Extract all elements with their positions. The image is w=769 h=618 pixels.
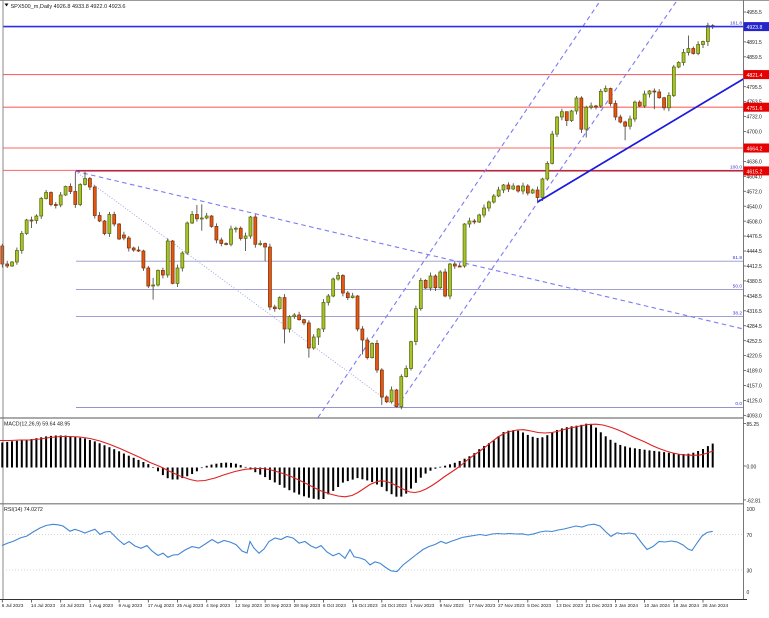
svg-text:20 Sep 2023: 20 Sep 2023 <box>265 603 292 608</box>
svg-text:13 Dec 2023: 13 Dec 2023 <box>556 603 583 608</box>
svg-text:4412.5: 4412.5 <box>747 264 763 270</box>
svg-text:24 Jul 2023: 24 Jul 2023 <box>60 603 85 608</box>
svg-text:4732.0: 4732.0 <box>747 115 763 121</box>
svg-text:24 Oct 2023: 24 Oct 2023 <box>381 603 407 608</box>
svg-text:4923.8: 4923.8 <box>747 25 763 31</box>
svg-text:4380.5: 4380.5 <box>747 279 763 285</box>
svg-text:4700.0: 4700.0 <box>747 130 763 136</box>
svg-text:27 Nov 2023: 27 Nov 2023 <box>498 603 525 608</box>
svg-text:2 Jan 2024: 2 Jan 2024 <box>615 603 639 608</box>
svg-text:4093.0: 4093.0 <box>747 414 763 420</box>
svg-text:30: 30 <box>747 569 753 575</box>
svg-text:70: 70 <box>747 533 753 539</box>
svg-text:18 Jan 2024: 18 Jan 2024 <box>673 603 699 608</box>
svg-text:25 Aug 2023: 25 Aug 2023 <box>177 603 204 608</box>
svg-text:RSI(14) 74.0272: RSI(14) 74.0272 <box>4 507 43 513</box>
svg-text:26 Jan 2024: 26 Jan 2024 <box>702 603 728 608</box>
svg-text:MACD(12,26,9) 59.64 48.95: MACD(12,26,9) 59.64 48.95 <box>4 421 70 427</box>
svg-text:161.8: 161.8 <box>730 20 742 26</box>
svg-text:9 Nov 2023: 9 Nov 2023 <box>440 603 464 608</box>
svg-text:4955.5: 4955.5 <box>747 10 763 16</box>
svg-text:50.0: 50.0 <box>733 283 743 289</box>
svg-text:4252.5: 4252.5 <box>747 339 763 345</box>
svg-text:12 Sep 2023: 12 Sep 2023 <box>235 603 262 608</box>
svg-text:6 Jul 2023: 6 Jul 2023 <box>2 603 24 608</box>
svg-text:4348.5: 4348.5 <box>747 294 763 300</box>
svg-text:4444.5: 4444.5 <box>747 249 763 255</box>
svg-text:100.0: 100.0 <box>730 164 742 170</box>
svg-text:4795.5: 4795.5 <box>747 85 763 91</box>
svg-text:10 Jan 2024: 10 Jan 2024 <box>644 603 670 608</box>
svg-text:61.8: 61.8 <box>733 255 743 261</box>
svg-text:4220.5: 4220.5 <box>747 354 763 360</box>
svg-text:1 Aug 2023: 1 Aug 2023 <box>89 603 113 608</box>
svg-text:4751.6: 4751.6 <box>747 106 763 112</box>
svg-text:0.0: 0.0 <box>735 401 742 407</box>
svg-text:4508.0: 4508.0 <box>747 219 763 225</box>
svg-text:17 Aug 2023: 17 Aug 2023 <box>148 603 175 608</box>
svg-text:-62.81: -62.81 <box>747 498 761 504</box>
svg-text:4284.5: 4284.5 <box>747 324 763 330</box>
svg-text:4476.5: 4476.5 <box>747 234 763 240</box>
svg-text:0: 0 <box>747 590 750 596</box>
svg-text:1 Nov 2023: 1 Nov 2023 <box>410 603 434 608</box>
svg-text:4664.2: 4664.2 <box>747 147 763 153</box>
svg-text:9 Aug 2023: 9 Aug 2023 <box>119 603 143 608</box>
svg-text:14 Jul 2023: 14 Jul 2023 <box>31 603 56 608</box>
svg-text:16 Oct 2023: 16 Oct 2023 <box>352 603 378 608</box>
svg-text:4 Sep 2023: 4 Sep 2023 <box>206 603 230 608</box>
svg-text:4859.5: 4859.5 <box>747 55 763 61</box>
svg-text:4189.0: 4189.0 <box>747 369 763 375</box>
svg-text:4540.0: 4540.0 <box>747 204 763 210</box>
svg-text:SPX500_m,Daily 4926.8 4933.8: SPX500_m,Daily 4926.8 4933.8 4922.0 4923… <box>11 4 126 10</box>
svg-text:4891.5: 4891.5 <box>747 40 763 46</box>
svg-text:4821.4: 4821.4 <box>747 73 763 79</box>
svg-text:38.2: 38.2 <box>733 310 743 316</box>
svg-text:4125.0: 4125.0 <box>747 399 763 405</box>
svg-text:85.25: 85.25 <box>747 422 760 428</box>
svg-text:4615.2: 4615.2 <box>747 170 763 176</box>
svg-text:4157.0: 4157.0 <box>747 384 763 390</box>
svg-text:28 Sep 2023: 28 Sep 2023 <box>294 603 321 608</box>
svg-text:4572.0: 4572.0 <box>747 189 763 195</box>
svg-text:17 Nov 2023: 17 Nov 2023 <box>469 603 496 608</box>
svg-text:21 Dec 2023: 21 Dec 2023 <box>586 603 613 608</box>
svg-text:4636.0: 4636.0 <box>747 160 763 166</box>
svg-text:0.00: 0.00 <box>747 464 757 470</box>
svg-text:4316.5: 4316.5 <box>747 309 763 315</box>
svg-text:100: 100 <box>747 507 756 513</box>
svg-text:4604.0: 4604.0 <box>747 174 763 180</box>
svg-text:6 Oct 2023: 6 Oct 2023 <box>323 603 346 608</box>
svg-text:5 Dec 2023: 5 Dec 2023 <box>527 603 551 608</box>
